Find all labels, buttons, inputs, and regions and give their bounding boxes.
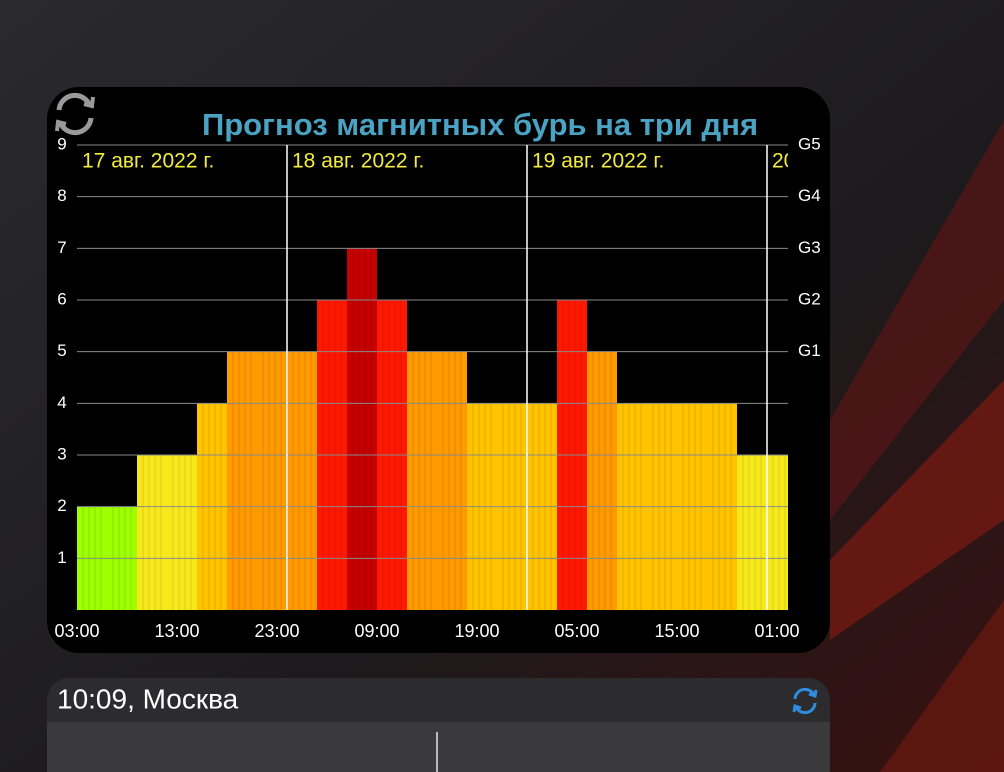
chart-title: Прогноз магнитных бурь на три дня [202, 107, 758, 142]
bar [437, 351, 467, 610]
day-label: 17 авг. 2022 г. [82, 150, 214, 173]
plot-area: 17 авг. 2022 г. 18 авг. 2022 г. 19 авг. 20… [77, 144, 904, 611]
x-tick-label: 15:00 [654, 621, 699, 641]
x-tick-label: 03:00 [54, 621, 99, 641]
x-tick-label: 05:00 [554, 621, 599, 641]
day-label: 19 авг. 2022 г. [532, 150, 664, 173]
status-bar [47, 678, 830, 722]
refresh-icon[interactable] [55, 92, 95, 136]
time-place: 10:09, Москва [57, 683, 239, 714]
x-tick-label: 23:00 [254, 621, 299, 641]
day-label: 20 авг. 2022 г. [772, 150, 904, 173]
y2-tick-label: G4 [798, 186, 821, 205]
y-tick-label: 6 [57, 289, 66, 308]
x-tick-label: 01:00 [754, 621, 799, 641]
bar [347, 248, 377, 611]
wallpaper-streak [880, 600, 1004, 772]
bar [227, 351, 257, 610]
y-tick-label: 1 [57, 548, 66, 567]
update-icon[interactable] [792, 687, 818, 715]
day-label: 18 авг. 2022 г. [292, 150, 424, 173]
x-tick-label: 13:00 [154, 621, 199, 641]
bar [407, 351, 437, 610]
y-tick-label: 3 [57, 444, 66, 463]
bar [287, 351, 317, 610]
y-tick-label: 8 [57, 186, 66, 205]
wallpaper-streak [830, 380, 1004, 640]
wallpaper-streak [830, 120, 1004, 520]
y-tick-label: 7 [57, 238, 66, 257]
bar [257, 351, 287, 610]
bar [167, 455, 197, 610]
y2-tick-label: G5 [798, 134, 821, 153]
y-tick-label: 9 [57, 134, 66, 153]
bar [587, 351, 617, 610]
y-tick-label: 5 [57, 341, 66, 360]
x-tick-label: 09:00 [354, 621, 399, 641]
y-tick-label: 4 [57, 393, 66, 412]
bar [137, 455, 167, 610]
bar [737, 455, 767, 610]
panel [47, 722, 830, 772]
x-tick-label: 19:00 [454, 621, 499, 641]
y2-tick-label: G3 [798, 238, 821, 257]
y-tick-label: 2 [57, 496, 66, 515]
bar [767, 455, 788, 610]
y2-tick-label: G2 [798, 289, 821, 308]
y2-tick-label: G1 [798, 341, 821, 360]
